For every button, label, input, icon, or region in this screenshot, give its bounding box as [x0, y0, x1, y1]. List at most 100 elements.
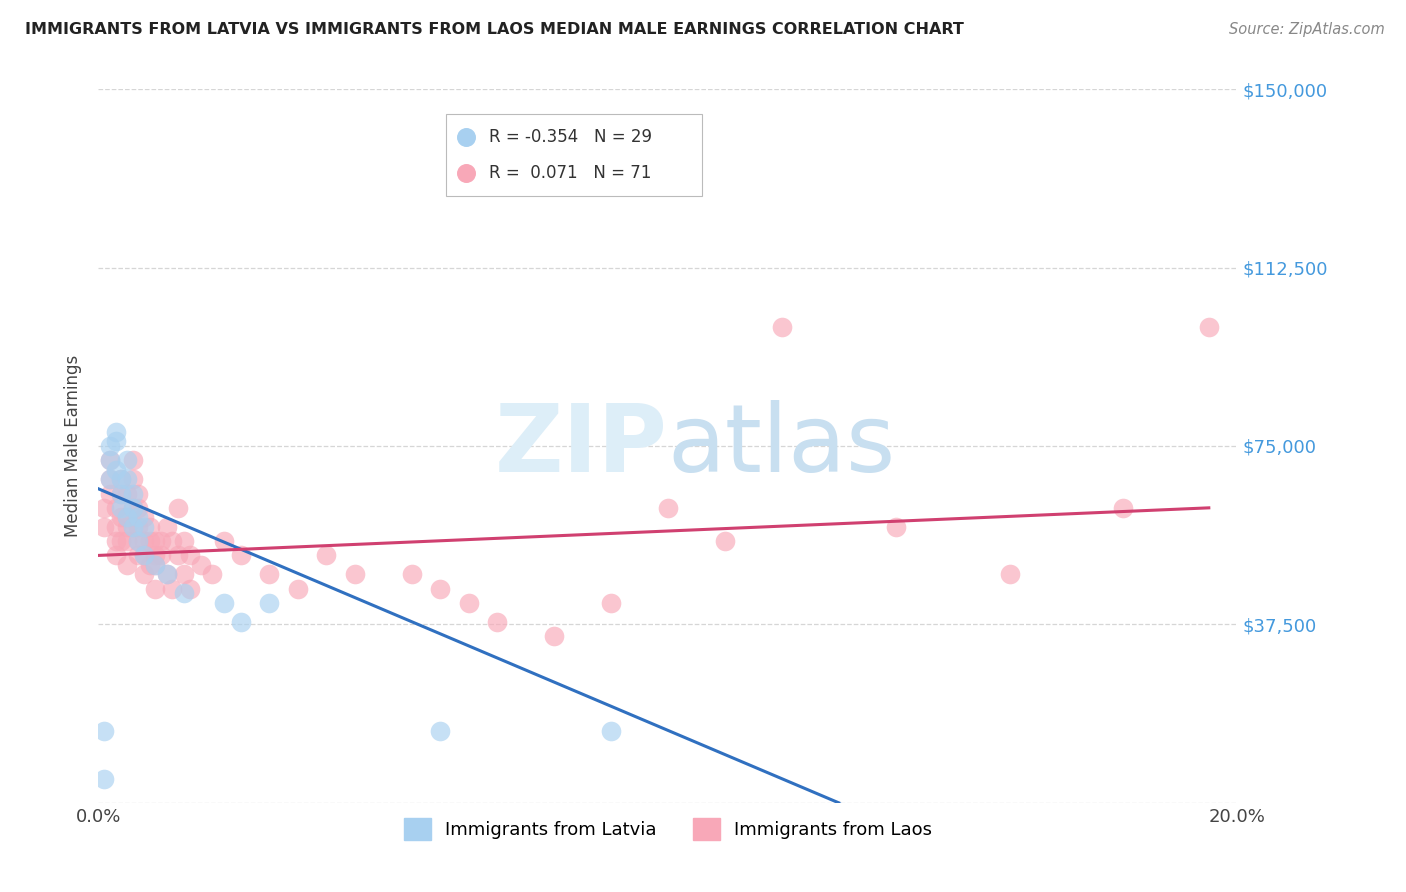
Point: [132, 549, 155, 563]
Point: [127, 534, 149, 549]
Point: [770, 320, 793, 334]
Point: [121, 520, 143, 534]
Point: [145, 549, 167, 563]
Point: [121, 500, 143, 515]
Point: [190, 558, 212, 572]
Point: [132, 567, 155, 582]
Text: IMMIGRANTS FROM LATVIA VS IMMIGRANTS FROM LAOS MEDIAN MALE EARNINGS CORRELATION : IMMIGRANTS FROM LATVIA VS IMMIGRANTS FRO…: [25, 22, 965, 37]
Point: [343, 567, 366, 582]
Y-axis label: Median Male Earnings: Median Male Earnings: [65, 355, 83, 537]
Point: [110, 510, 132, 524]
Point: [115, 510, 138, 524]
Point: [162, 534, 184, 549]
Point: [229, 549, 252, 563]
Point: [156, 567, 179, 582]
Point: [110, 500, 132, 515]
Text: ZIP: ZIP: [495, 400, 668, 492]
Point: [115, 558, 138, 572]
Point: [201, 567, 224, 582]
Point: [429, 724, 451, 739]
Point: [657, 500, 679, 515]
Point: [401, 567, 423, 582]
Point: [121, 486, 143, 500]
Point: [121, 520, 143, 534]
Point: [98, 472, 121, 486]
FancyBboxPatch shape: [446, 114, 702, 196]
Text: Source: ZipAtlas.com: Source: ZipAtlas.com: [1229, 22, 1385, 37]
Point: [1112, 500, 1135, 515]
Point: [93, 500, 115, 515]
Point: [132, 510, 155, 524]
Point: [104, 520, 127, 534]
Point: [287, 582, 309, 596]
Point: [998, 567, 1021, 582]
Point: [145, 534, 167, 549]
Point: [138, 558, 160, 572]
Text: R =  0.071   N = 71: R = 0.071 N = 71: [489, 164, 651, 182]
Point: [98, 453, 121, 467]
Point: [115, 510, 138, 524]
Point: [145, 582, 167, 596]
Point: [486, 615, 509, 629]
Point: [127, 520, 149, 534]
Point: [127, 500, 149, 515]
Point: [543, 629, 565, 643]
Point: [93, 724, 115, 739]
Point: [115, 453, 138, 467]
Point: [156, 520, 179, 534]
Point: [93, 772, 115, 786]
Point: [179, 549, 201, 563]
Point: [179, 582, 201, 596]
Point: [162, 582, 184, 596]
Point: [110, 486, 132, 500]
Point: [98, 439, 121, 453]
Point: [98, 472, 121, 486]
Point: [104, 463, 127, 477]
Point: [150, 534, 173, 549]
Point: [173, 567, 195, 582]
Point: [115, 520, 138, 534]
Point: [127, 549, 149, 563]
Point: [104, 500, 127, 515]
Point: [115, 534, 138, 549]
Point: [138, 520, 160, 534]
Point: [138, 534, 160, 549]
Point: [115, 486, 138, 500]
Point: [229, 615, 252, 629]
Point: [150, 549, 173, 563]
Point: [127, 486, 149, 500]
Text: atlas: atlas: [668, 400, 896, 492]
Point: [121, 500, 143, 515]
Point: [127, 534, 149, 549]
Point: [104, 434, 127, 449]
Point: [104, 549, 127, 563]
Point: [714, 534, 737, 549]
Point: [110, 534, 132, 549]
Point: [104, 425, 127, 439]
Legend: Immigrants from Latvia, Immigrants from Laos: Immigrants from Latvia, Immigrants from …: [396, 811, 939, 847]
Point: [457, 596, 479, 610]
Point: [93, 520, 115, 534]
Point: [167, 549, 190, 563]
Point: [132, 534, 155, 549]
Point: [167, 500, 190, 515]
Point: [132, 520, 155, 534]
Text: R = -0.354   N = 29: R = -0.354 N = 29: [489, 128, 652, 146]
Point: [212, 596, 235, 610]
Point: [259, 567, 281, 582]
Point: [173, 586, 195, 600]
Point: [145, 558, 167, 572]
Point: [212, 534, 235, 549]
Point: [127, 510, 149, 524]
Point: [429, 582, 451, 596]
Point: [115, 472, 138, 486]
Point: [121, 472, 143, 486]
Point: [156, 567, 179, 582]
Point: [98, 486, 121, 500]
Point: [600, 724, 623, 739]
Point: [884, 520, 907, 534]
Point: [104, 534, 127, 549]
Point: [315, 549, 337, 563]
Point: [173, 534, 195, 549]
Point: [110, 486, 132, 500]
